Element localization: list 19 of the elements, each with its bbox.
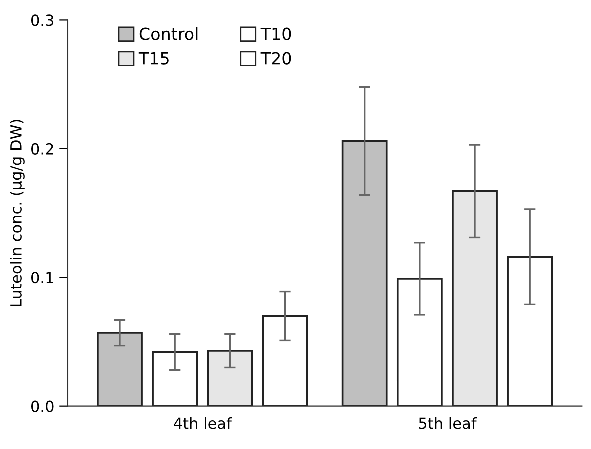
bar xyxy=(452,190,498,406)
bar xyxy=(507,256,554,406)
bar xyxy=(262,315,308,406)
y-tick-label: 0.0 xyxy=(31,400,54,412)
y-tick-label: 0.3 xyxy=(31,14,54,26)
y-axis-title: Luteolin conc. (µg/g DW) xyxy=(10,120,25,306)
bar xyxy=(396,278,443,406)
y-tick-label: 0.2 xyxy=(31,143,54,155)
bar xyxy=(152,351,198,406)
legend-label: T10 xyxy=(260,28,292,40)
bar xyxy=(342,140,388,406)
bar xyxy=(97,332,143,406)
legend-label: T20 xyxy=(260,52,292,65)
bar xyxy=(207,350,254,406)
legend-label: T15 xyxy=(138,52,169,65)
legend-label: Control xyxy=(140,27,198,40)
y-tick-label: 0.1 xyxy=(31,272,54,284)
x-tick-label: 5th leaf xyxy=(419,417,478,430)
x-tick-label: 4th leaf xyxy=(174,417,232,430)
